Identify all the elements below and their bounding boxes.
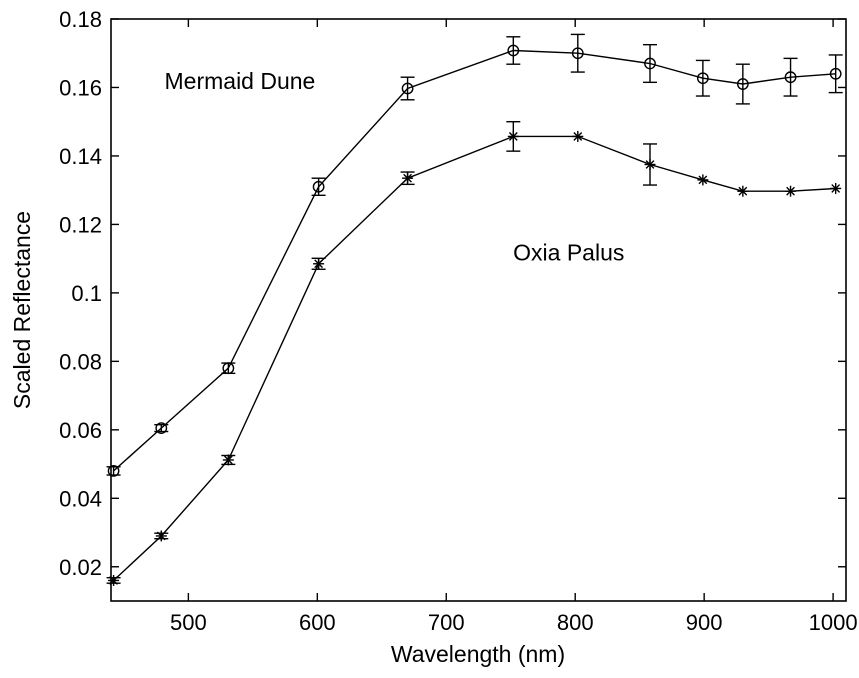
y-axis-label: Scaled Reflectance xyxy=(9,211,35,409)
y-tick-label: 0.16 xyxy=(59,75,102,100)
y-tick-label: 0.14 xyxy=(59,144,102,169)
data-point-asterisk xyxy=(572,131,583,142)
annotation-label: Mermaid Dune xyxy=(165,68,316,94)
annotation-label: Oxia Palus xyxy=(513,239,624,265)
data-point-asterisk xyxy=(223,454,234,465)
x-tick-label: 600 xyxy=(299,610,336,635)
data-point-asterisk xyxy=(108,575,119,586)
data-point-asterisk xyxy=(697,174,708,185)
y-tick-label: 0.06 xyxy=(59,418,102,443)
x-axis-label: Wavelength (nm) xyxy=(391,641,565,667)
data-point-asterisk xyxy=(785,186,796,197)
y-tick-label: 0.02 xyxy=(59,555,102,580)
y-tick-label: 0.12 xyxy=(59,212,102,237)
x-tick-label: 800 xyxy=(557,610,594,635)
y-tick-label: 0.1 xyxy=(71,281,102,306)
x-tick-label: 700 xyxy=(428,610,465,635)
plot-area-frame xyxy=(111,19,846,601)
data-point-asterisk xyxy=(645,159,656,170)
x-tick-label: 1000 xyxy=(809,610,858,635)
y-tick-label: 0.08 xyxy=(59,349,102,374)
y-tick-label: 0.04 xyxy=(59,486,102,511)
data-point-asterisk xyxy=(830,183,841,194)
data-point-asterisk xyxy=(402,173,413,184)
y-tick-label: 0.18 xyxy=(59,7,102,32)
x-tick-label: 500 xyxy=(170,610,207,635)
data-point-asterisk xyxy=(156,530,167,541)
x-tick-label: 900 xyxy=(686,610,723,635)
data-point-asterisk xyxy=(313,258,324,269)
data-point-asterisk xyxy=(737,186,748,197)
data-point-asterisk xyxy=(508,131,519,142)
